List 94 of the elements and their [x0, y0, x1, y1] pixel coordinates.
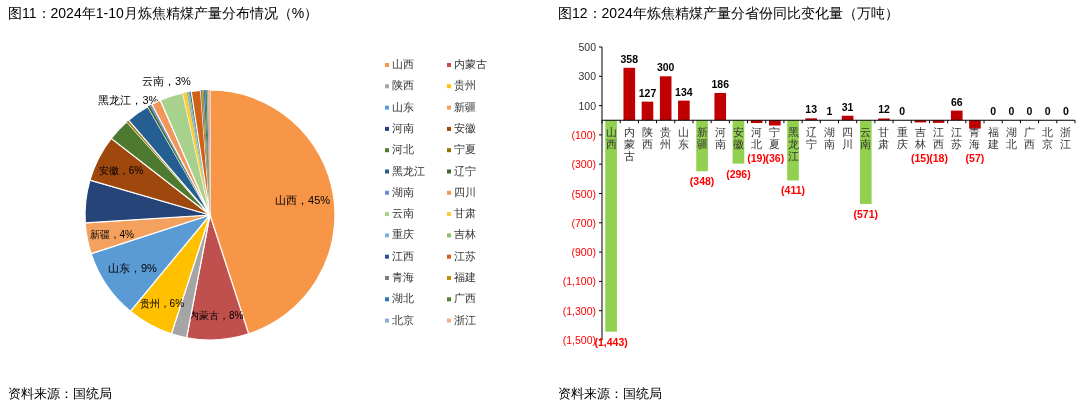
- y-tick-label: 100: [578, 99, 597, 112]
- y-tick-label: (1,100): [562, 275, 596, 288]
- x-tick-label: 陕西: [641, 126, 653, 151]
- legend-label: 黑龙江: [392, 164, 425, 177]
- x-tick-label: 北京: [1042, 126, 1054, 151]
- data-label: 安徽，6%: [98, 164, 144, 176]
- legend-label: 浙江: [454, 313, 476, 326]
- legend-label: 吉林: [454, 228, 476, 241]
- data-label: 0: [1044, 105, 1051, 118]
- legend-label: 贵州: [454, 79, 476, 92]
- x-tick-label: 山西: [605, 126, 617, 151]
- data-label: 0: [1062, 105, 1069, 118]
- y-tick-label: (700): [571, 216, 596, 229]
- data-label: 300: [656, 61, 675, 74]
- x-tick-label: 辽宁: [805, 126, 817, 151]
- x-tick-label: 江西: [933, 126, 945, 151]
- x-tick-label: 云南: [860, 126, 872, 151]
- data-label: (19): [747, 152, 766, 165]
- data-label: 1: [826, 105, 833, 118]
- y-tick-label: (500): [571, 187, 596, 200]
- data-label: 358: [620, 52, 639, 65]
- data-label: 66: [950, 95, 963, 108]
- data-label: 31: [841, 100, 854, 113]
- data-label: 0: [1008, 105, 1015, 118]
- data-label: 新疆，4%: [89, 228, 135, 240]
- data-label: 186: [711, 78, 730, 90]
- data-label: (571): [853, 207, 879, 220]
- legend-label: 福建: [454, 271, 476, 283]
- legend-label: 江苏: [454, 249, 476, 262]
- legend-label: 湖北: [392, 292, 414, 305]
- data-label: (15): [911, 152, 930, 165]
- data-label: (1,443): [594, 335, 628, 348]
- data-label: (296): [726, 167, 751, 180]
- y-tick-label: (300): [571, 158, 596, 171]
- x-tick-label: 四川: [842, 126, 854, 151]
- x-tick-label: 新疆: [696, 126, 708, 151]
- legend-label: 辽宁: [454, 164, 476, 177]
- legend-label: 新疆: [454, 100, 476, 113]
- legend-label: 内蒙古: [454, 58, 487, 70]
- data-label: 13: [805, 103, 818, 116]
- data-label: 0: [990, 105, 997, 118]
- y-tick-label: (1,300): [562, 304, 596, 317]
- data-label: 山东，9%: [108, 261, 158, 274]
- legend-label: 云南: [392, 207, 414, 220]
- y-tick-label: 500: [578, 41, 597, 53]
- x-tick-label: 广西: [1024, 126, 1036, 151]
- data-label: (57): [965, 152, 985, 165]
- data-label: (18): [929, 152, 948, 165]
- x-tick-label: 浙江: [1060, 126, 1072, 151]
- data-label: (36): [765, 152, 785, 165]
- data-label: 0: [1026, 105, 1033, 118]
- legend-label: 青海: [392, 271, 414, 283]
- x-tick-label: 福建: [986, 126, 999, 151]
- x-tick-label: 黑龙江: [787, 126, 799, 163]
- x-tick-label: 山东: [678, 126, 690, 151]
- data-label: 12: [878, 103, 890, 116]
- data-label: (348): [689, 175, 715, 188]
- legend-label: 山西: [392, 58, 414, 70]
- x-tick-label: 湖南: [823, 126, 835, 151]
- x-tick-label: 青海: [969, 126, 981, 151]
- text: 资料来源：国统局: [558, 386, 662, 401]
- legend-label: 重庆: [392, 228, 414, 241]
- x-tick-label: 湖北: [1005, 126, 1017, 151]
- data-label: 0: [899, 105, 906, 118]
- y-tick-label: (100): [571, 128, 596, 141]
- data-label: 127: [638, 86, 657, 99]
- legend-label: 湖南: [392, 185, 414, 198]
- data-label: 山西，45%: [275, 194, 331, 207]
- text: 资料来源：国统局: [8, 386, 112, 401]
- legend-label: 山东: [392, 100, 414, 113]
- legend-label: 陕西: [392, 79, 414, 92]
- legend-label: 江西: [392, 249, 414, 262]
- x-tick-label: 重庆: [896, 126, 908, 151]
- x-tick-label: 贵州: [660, 126, 672, 151]
- legend-label: 北京: [392, 313, 414, 326]
- data-label: 云南，3%: [141, 74, 192, 87]
- x-tick-label: 河北: [751, 126, 763, 151]
- x-tick-label: 宁夏: [769, 126, 781, 151]
- x-tick-label: 内蒙古: [623, 126, 635, 163]
- y-tick-label: (1,500): [562, 334, 596, 346]
- y-tick-label: (900): [571, 246, 596, 259]
- x-tick-label: 河南: [714, 126, 726, 151]
- x-tick-label: 江苏: [951, 126, 963, 151]
- x-tick-label: 甘肃: [878, 126, 890, 151]
- data-label: 134: [675, 85, 693, 98]
- chart-title: 图12：2024年炼焦精煤产量分省份同比变化量（万吨）: [558, 5, 899, 21]
- data-label: (411): [781, 184, 805, 197]
- legend-label: 甘肃: [454, 207, 476, 220]
- chart-title: 图11：2024年1-10月炼焦精煤产量分布情况（%）: [8, 5, 319, 21]
- legend-label: 广西: [454, 292, 476, 305]
- x-tick-label: 安徽: [732, 126, 744, 151]
- y-tick-label: 300: [578, 70, 597, 83]
- x-tick-label: 吉林: [913, 126, 926, 151]
- legend-label: 四川: [454, 185, 476, 198]
